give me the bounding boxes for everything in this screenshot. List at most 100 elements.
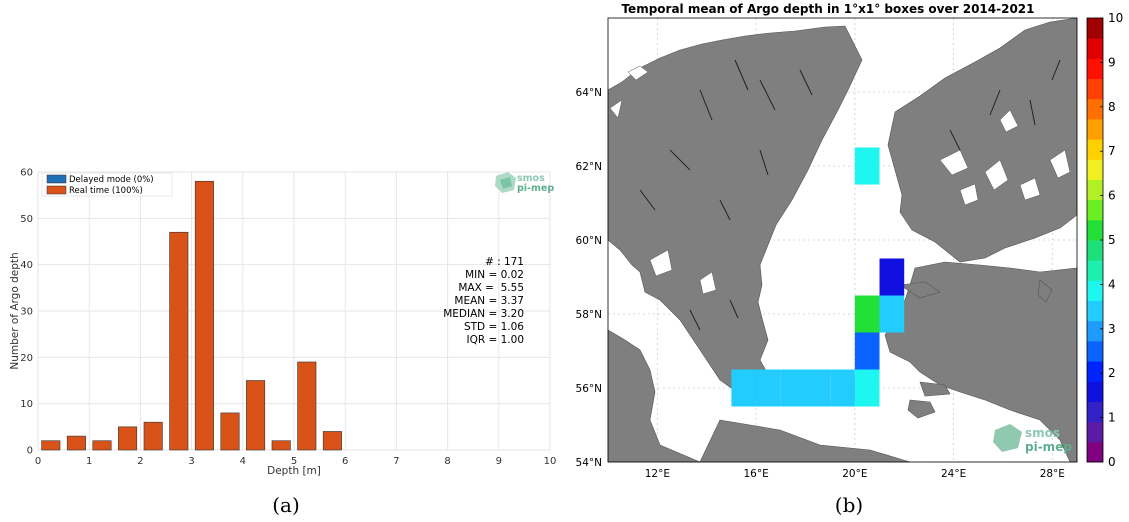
colorbar: 0 1 2 3 4 5 6 7 8 9 10 <box>1086 11 1123 469</box>
lat-tick-label: 64°N <box>576 87 602 99</box>
bar-realtime <box>194 180 214 451</box>
logo-icon-map <box>993 424 1022 452</box>
colorbar-segment <box>1087 78 1103 100</box>
smos-pimep-logo-map: smos pi-mep <box>993 424 1072 454</box>
colorbar-segment <box>1087 421 1103 443</box>
depth-cell <box>756 369 781 407</box>
y-tick-label: 30 <box>20 307 33 318</box>
x-tick-label: 7 <box>393 456 399 467</box>
colorbar-segment <box>1087 38 1103 59</box>
bar-realtime <box>246 380 266 451</box>
colorbar-segment <box>1087 118 1103 140</box>
colorbar-tick-label: 10 <box>1108 11 1123 25</box>
colorbar-tick-label: 8 <box>1108 100 1116 114</box>
x-tick-label: 10 <box>544 456 557 467</box>
legend: Delayed mode (0%) Real time (100%) <box>41 172 173 197</box>
colorbar-segment <box>1087 280 1103 302</box>
stat-mean: MEAN = 3.37 <box>454 295 524 307</box>
bar-realtime <box>169 231 189 451</box>
lat-tick-label: 54°N <box>576 457 602 469</box>
depth-cell <box>805 369 831 407</box>
x-tick-label: 3 <box>188 456 194 467</box>
lat-tick-label: 58°N <box>576 309 602 321</box>
logo-text-pimep-map: pi-mep <box>1025 440 1072 454</box>
lat-tick-label: 60°N <box>576 235 602 247</box>
land-scandinavia <box>607 25 863 401</box>
colorbar-segment <box>1087 179 1103 201</box>
legend-label-realtime: Real time (100%) <box>69 186 143 196</box>
depth-cell <box>879 258 905 296</box>
colorbar-segment <box>1087 18 1103 39</box>
stat-min: MIN = 0.02 <box>465 269 524 281</box>
lat-tick-label: 62°N <box>576 161 602 173</box>
bar-realtime <box>143 421 163 451</box>
latitude-tick-labels: 54°N 56°N 58°N 60°N 62°N 64°N <box>576 87 602 469</box>
bar-realtime <box>92 440 112 451</box>
colorbar-segment <box>1087 381 1103 402</box>
rivers <box>639 59 1061 331</box>
depth-cells <box>731 147 905 407</box>
logo-text-smos: smos <box>517 173 545 184</box>
y-tick-labels: 0 10 20 30 40 50 60 <box>20 168 33 457</box>
depth-cell <box>879 295 905 333</box>
colorbar-segment <box>1087 159 1103 180</box>
stat-std: STD = 1.06 <box>464 321 524 333</box>
y-tick-label: 50 <box>20 214 33 225</box>
x-tick-label: 0 <box>35 456 41 467</box>
colorbar-tick-label: 6 <box>1108 189 1116 203</box>
y-tick-label: 60 <box>20 168 33 179</box>
legend-swatch-realtime <box>46 185 67 195</box>
colorbar-segment <box>1087 320 1103 342</box>
bar-realtime <box>271 440 291 451</box>
lon-tick-label: 28°E <box>1040 468 1065 480</box>
colorbar-tick-label: 1 <box>1108 411 1116 425</box>
histogram-panel: 0 1 2 3 4 5 6 7 8 9 10 0 10 20 30 40 50 60 Depth [m] Num… <box>9 168 556 518</box>
bar-realtime <box>118 426 138 451</box>
x-tick-labels: 0 1 2 3 4 5 6 7 8 9 10 <box>35 456 557 467</box>
depth-cell <box>854 147 880 185</box>
depth-cell <box>854 332 880 370</box>
lon-tick-label: 12°E <box>645 468 670 480</box>
statistics-box: # : 171 MIN = 0.02 MAX = 5.55 MEAN = 3.3… <box>443 256 524 346</box>
colorbar-segment <box>1087 139 1103 160</box>
bar-realtime <box>66 435 86 451</box>
depth-cell <box>854 369 880 407</box>
map-panel: Temporal mean of Argo depth in 1°x1° box… <box>576 2 1124 517</box>
x-tick-label: 8 <box>444 456 450 467</box>
colorbar-segment <box>1087 199 1103 221</box>
map-title: Temporal mean of Argo depth in 1°x1° box… <box>621 2 1034 16</box>
legend-swatch-delayed <box>46 174 67 184</box>
stat-iqr: IQR = 1.00 <box>466 334 524 346</box>
y-axis-label: Number of Argo depth <box>9 252 21 369</box>
colorbar-segment <box>1087 300 1103 322</box>
lon-tick-label: 20°E <box>842 468 867 480</box>
panel-caption-a: (a) <box>272 493 300 517</box>
colorbar-tick-label: 4 <box>1108 277 1116 291</box>
depth-cell <box>854 295 880 333</box>
y-tick-label: 40 <box>20 260 33 271</box>
colorbar-tick-label: 5 <box>1108 233 1116 247</box>
lakes <box>609 65 1071 295</box>
colorbar-segment <box>1087 340 1103 362</box>
y-tick-label: 10 <box>20 399 33 410</box>
colorbar-tick-label: 3 <box>1108 322 1116 336</box>
depth-cell <box>780 369 806 407</box>
logo-text-smos-map: smos <box>1025 426 1060 440</box>
x-tick-label: 9 <box>496 456 502 467</box>
bar-realtime <box>297 361 317 451</box>
grid <box>37 171 551 451</box>
land-island-aland <box>899 281 941 299</box>
colorbar-tick-label: 0 <box>1108 455 1116 469</box>
colorbar-tick-label: 2 <box>1108 366 1116 380</box>
colorbar-segment <box>1087 58 1103 80</box>
lat-tick-label: 56°N <box>576 383 602 395</box>
x-tick-label: 1 <box>86 456 92 467</box>
stat-count: # : 171 <box>485 256 524 268</box>
stat-max: MAX = 5.55 <box>458 282 524 294</box>
stat-median: MEDIAN = 3.20 <box>443 308 524 320</box>
depth-cell <box>830 369 855 407</box>
depth-cell <box>731 369 757 407</box>
y-tick-label: 0 <box>27 446 33 457</box>
colorbar-tick-label: 7 <box>1108 144 1116 158</box>
